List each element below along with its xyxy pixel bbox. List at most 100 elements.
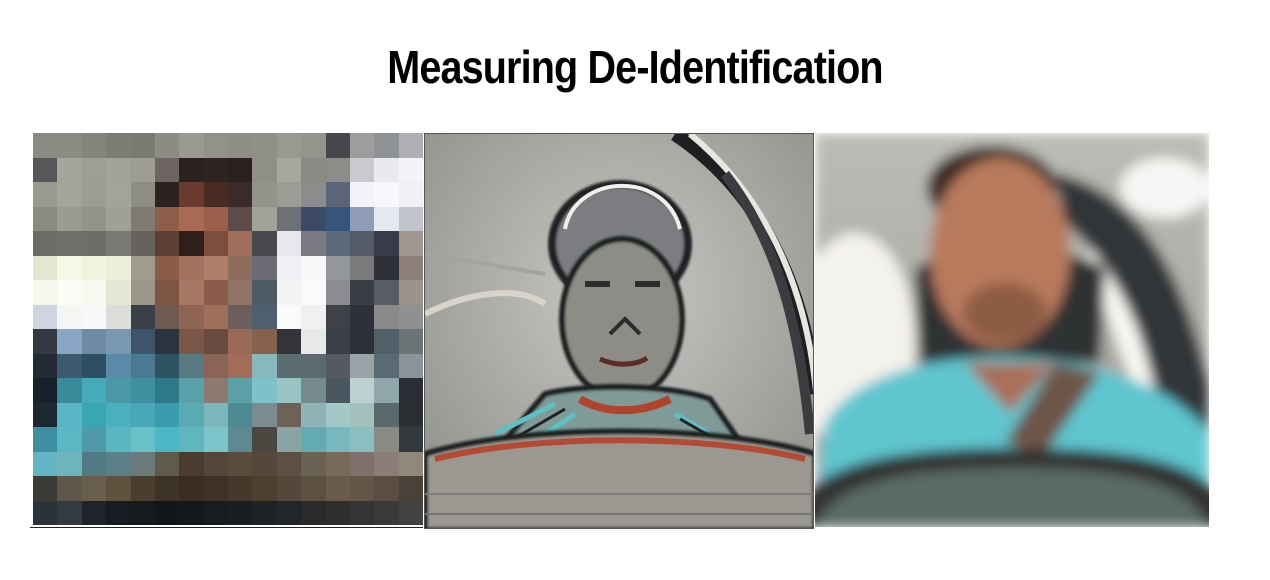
pixel-block xyxy=(349,280,375,305)
pixel-block xyxy=(179,329,204,354)
pixel-block xyxy=(325,304,350,329)
pixel-block xyxy=(154,402,180,427)
pixel-block xyxy=(325,255,350,280)
pixel-block xyxy=(33,255,58,280)
pixel-block xyxy=(374,182,399,207)
pixel-block xyxy=(228,133,253,158)
pixel-block xyxy=(228,427,253,452)
pixel-block xyxy=(276,500,302,525)
pixel-block xyxy=(57,231,82,256)
pixel-block xyxy=(81,133,107,158)
pixel-block xyxy=(228,476,253,501)
pixel-block xyxy=(374,402,399,427)
pixel-block xyxy=(276,427,302,452)
pixel-block xyxy=(130,231,155,256)
pixel-block xyxy=(349,353,375,378)
pixel-block xyxy=(398,231,423,256)
pixel-block xyxy=(57,353,82,378)
pixel-block xyxy=(203,255,228,280)
pixel-block xyxy=(130,476,155,501)
pixel-block xyxy=(398,329,423,354)
pixel-block xyxy=(203,231,228,256)
pixel-block xyxy=(228,353,253,378)
pixel-block xyxy=(276,280,302,305)
pixel-block xyxy=(349,329,375,354)
pixel-block xyxy=(301,329,326,354)
pixel-block xyxy=(179,182,204,207)
pixel-block xyxy=(325,133,350,158)
pixel-block xyxy=(228,500,253,525)
pixel-mosaic xyxy=(33,133,423,525)
pixel-block xyxy=(398,500,423,525)
pixel-block xyxy=(57,476,82,501)
pixel-block xyxy=(276,476,302,501)
pixel-block xyxy=(228,451,253,476)
pixel-block xyxy=(179,133,204,158)
pixel-block xyxy=(130,353,155,378)
pixel-block xyxy=(398,451,423,476)
pixel-block xyxy=(374,378,399,403)
pixel-block xyxy=(252,353,277,378)
pixel-block xyxy=(325,378,350,403)
pixel-block xyxy=(301,353,326,378)
pixel-block xyxy=(325,329,350,354)
pixel-block xyxy=(57,255,82,280)
pixel-block xyxy=(106,280,131,305)
pixel-block xyxy=(276,206,302,231)
pixel-block xyxy=(228,157,253,182)
pixel-block xyxy=(33,304,58,329)
pixel-block xyxy=(57,329,82,354)
pixel-block xyxy=(33,427,58,452)
pixel-block xyxy=(349,157,375,182)
pixel-block xyxy=(228,206,253,231)
pixel-block xyxy=(374,353,399,378)
pixel-block xyxy=(349,500,375,525)
pixel-block xyxy=(81,378,107,403)
pixel-block xyxy=(398,353,423,378)
pixel-block xyxy=(81,402,107,427)
pixel-block xyxy=(130,427,155,452)
pixel-block xyxy=(106,133,131,158)
pixel-block xyxy=(203,157,228,182)
blurred-illustration xyxy=(815,133,1209,527)
pixel-block xyxy=(349,427,375,452)
pixel-block xyxy=(154,206,180,231)
pixel-block xyxy=(398,476,423,501)
pixel-block xyxy=(57,402,82,427)
pixel-block xyxy=(179,157,204,182)
pixel-block xyxy=(398,255,423,280)
pixel-block xyxy=(374,157,399,182)
pixel-block xyxy=(252,500,277,525)
pixel-block xyxy=(130,157,155,182)
pixel-block xyxy=(398,133,423,158)
pixel-block xyxy=(154,451,180,476)
pixel-block xyxy=(398,280,423,305)
pixel-block xyxy=(106,231,131,256)
pixel-block xyxy=(203,206,228,231)
pixel-block xyxy=(33,378,58,403)
pixel-block xyxy=(57,280,82,305)
pixel-block xyxy=(325,206,350,231)
pixel-block xyxy=(179,427,204,452)
pixel-block xyxy=(301,206,326,231)
pixel-block xyxy=(130,378,155,403)
divider-line xyxy=(30,527,423,528)
pixel-block xyxy=(228,304,253,329)
pixel-block xyxy=(33,476,58,501)
pixel-block xyxy=(252,378,277,403)
pixel-block xyxy=(398,182,423,207)
edge-enhanced-face-image xyxy=(424,133,814,529)
pixel-block xyxy=(301,157,326,182)
pixel-block xyxy=(130,206,155,231)
pixel-block xyxy=(203,402,228,427)
pixel-block xyxy=(154,500,180,525)
pixel-block xyxy=(154,133,180,158)
pixel-block xyxy=(57,378,82,403)
pixel-block xyxy=(154,280,180,305)
pixel-block xyxy=(154,157,180,182)
pixel-block xyxy=(130,402,155,427)
pixel-block xyxy=(106,500,131,525)
pixel-block xyxy=(276,255,302,280)
pixel-block xyxy=(81,231,107,256)
pixel-block xyxy=(276,157,302,182)
